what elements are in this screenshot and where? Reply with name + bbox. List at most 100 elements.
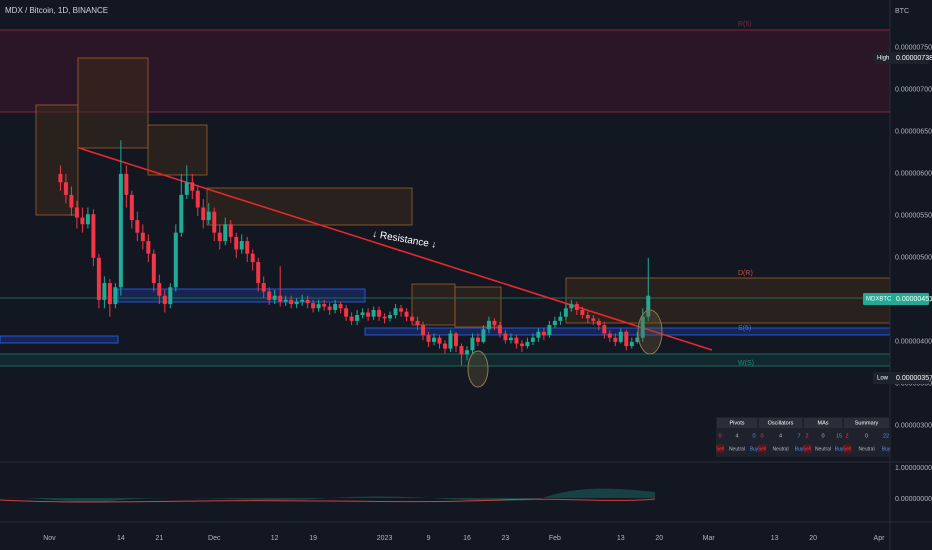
candle-body — [74, 207, 79, 218]
candle-body — [107, 283, 112, 305]
candle-body — [212, 211, 217, 233]
candle-body — [140, 232, 145, 242]
table-header: Pivots — [730, 420, 745, 426]
candle-body — [602, 325, 607, 334]
price-tag-name: Low — [877, 376, 889, 382]
table-label: Buy — [835, 446, 844, 452]
x-tick-label: Apr — [874, 535, 886, 542]
candle-body — [580, 309, 585, 315]
order-block — [77, 57, 149, 149]
candle-body — [333, 304, 338, 310]
order-block — [206, 187, 413, 226]
table-header: MAs — [818, 420, 829, 426]
candle-body — [547, 325, 552, 336]
table-label: Sell — [803, 446, 811, 452]
price-tag-value: 0.00000357 — [896, 375, 932, 382]
candle-body — [382, 316, 387, 319]
candle-body — [300, 299, 305, 302]
y-tick-label: 0.00000500 — [895, 255, 932, 262]
candle-body — [360, 312, 365, 315]
candle-body — [289, 299, 294, 305]
pivot-label: S(5) — [738, 325, 751, 332]
table-label: Sell — [758, 446, 766, 452]
candle-body — [508, 337, 513, 341]
candle-body — [525, 341, 530, 347]
price-tag-value: 0.00000738 — [896, 55, 932, 62]
candle-body — [371, 309, 376, 317]
y-tick-label: 0.00000650 — [895, 129, 932, 136]
candle-body — [393, 308, 398, 315]
price-tag — [863, 293, 929, 306]
candle-body — [96, 257, 101, 300]
sell-cell — [803, 444, 812, 453]
candle-body — [206, 211, 211, 221]
candle-body — [415, 320, 420, 326]
table-header-bg — [844, 418, 889, 428]
signal-table: Pivots 0 Sell 4 Neutral 0 Buy Oscillators 0 Sell 4… — [716, 417, 891, 457]
candle-body — [272, 295, 277, 300]
support-zone — [0, 335, 119, 344]
candle-body — [327, 306, 332, 310]
candle-body — [646, 295, 651, 317]
candle-body — [322, 304, 327, 307]
table-label: Buy — [795, 446, 804, 452]
order-block — [147, 124, 208, 176]
candle-body — [437, 337, 442, 344]
price-tag-name: MDXBTC — [866, 297, 892, 303]
candle-body — [311, 303, 316, 309]
table-label: Neutral — [729, 446, 745, 452]
candle-body — [80, 217, 85, 225]
x-tick-label: 16 — [463, 535, 471, 542]
price-tag — [873, 51, 929, 64]
table-count: 0 — [718, 433, 721, 439]
candle-body — [497, 325, 502, 334]
candle-body — [613, 337, 618, 342]
candle-body — [184, 182, 189, 195]
oscillator-area — [0, 488, 655, 502]
table-count: 22 — [883, 433, 889, 439]
candle-body — [267, 291, 272, 300]
price-tag-value: 0.00000451 — [896, 296, 932, 303]
candle-body — [278, 295, 283, 302]
candle-body — [486, 320, 491, 330]
table-count: 4 — [779, 433, 782, 439]
candle-body — [234, 236, 239, 250]
x-tick-label: Dec — [208, 535, 221, 542]
y-tick-label: 0.00000550 — [895, 213, 932, 220]
candle-body — [635, 337, 640, 342]
table-count: 2 — [845, 433, 848, 439]
table-header-bg — [759, 418, 802, 428]
candle-body — [563, 308, 568, 317]
oscillator-tick-label: 1.00000000 — [895, 465, 932, 472]
candle-body — [591, 318, 596, 321]
candle-body — [338, 304, 343, 309]
candle-body — [151, 253, 156, 284]
candle-body — [432, 337, 437, 342]
currency: BTC — [895, 8, 909, 15]
candle-body — [475, 337, 480, 342]
candle-body — [536, 331, 541, 338]
candle-body — [283, 299, 288, 302]
price-tag — [873, 372, 929, 384]
table-label: Sell — [716, 446, 724, 452]
candle-body — [503, 333, 508, 341]
candle-body — [426, 335, 431, 342]
y-tick-label: 0.00000350 — [895, 381, 932, 388]
y-tick-label: 0.00000300 — [895, 423, 932, 430]
table-label: Sell — [843, 446, 851, 452]
candle-body — [355, 315, 360, 321]
candle-body — [366, 312, 371, 317]
x-tick-label: 20 — [809, 535, 817, 542]
sell-cell — [716, 444, 725, 453]
candle-body — [377, 309, 382, 317]
candle-body — [410, 316, 415, 321]
x-tick-label: 21 — [155, 535, 163, 542]
x-tick-label: Feb — [549, 535, 561, 542]
x-tick-label: Mar — [703, 535, 716, 542]
table-count: 15 — [836, 433, 842, 439]
candle-body — [569, 304, 574, 309]
candle-body — [239, 241, 244, 250]
candle-body — [85, 214, 90, 225]
table-count: 0 — [821, 433, 824, 439]
